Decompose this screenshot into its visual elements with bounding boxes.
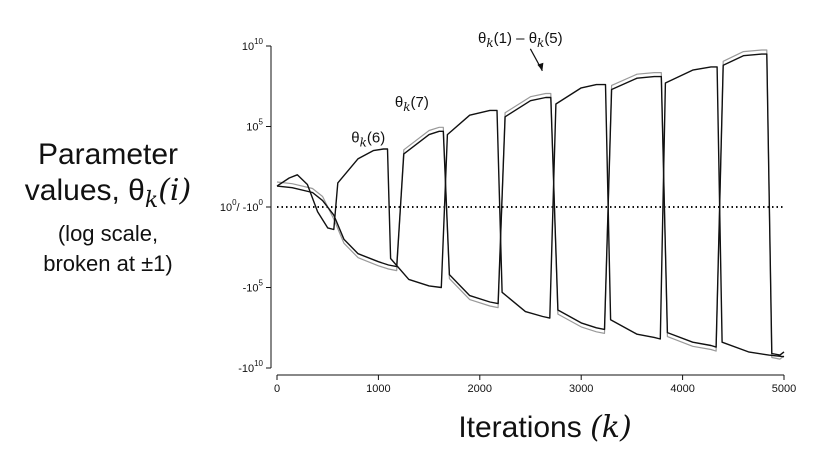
x-tick-label-0: 0	[274, 383, 280, 395]
annotation-0: θk(6)	[351, 130, 385, 150]
y-axis-label-subscript: k	[144, 188, 159, 213]
x-tick-label-2: 2000	[468, 383, 492, 395]
y-axis-label-line-2: values, θk(i)	[8, 173, 208, 219]
annotation-1: θk(7)	[395, 94, 429, 114]
y-tick-label-1: 105	[246, 118, 263, 134]
x-tick-label-4: 4000	[670, 383, 694, 395]
y-tick-label-4: -1010	[238, 359, 263, 375]
y-axis-label-index: (i)	[158, 173, 192, 208]
x-tick-label-5: 5000	[772, 383, 796, 395]
series-line-3	[276, 66, 785, 358]
y-axis-label-line-3: (log scale,	[57, 221, 159, 246]
y-axis-label-line-2-text: values,	[24, 174, 129, 207]
x-axis-label-variable: (k)	[590, 410, 632, 445]
y-axis-label-line-4: broken at ±1)	[43, 251, 173, 276]
annotation-layer: θk(6) θk(7) θk(1) – θk(5)	[351, 30, 562, 150]
y-axis-label-line-1: Parameter	[37, 138, 179, 171]
y-tick-label-0: 1010	[242, 37, 264, 53]
series-layer	[276, 49, 785, 360]
x-tick-label-1: 1000	[366, 383, 390, 395]
annotation-2: θk(1) – θk(5)	[478, 30, 563, 50]
y-tick-label-2: 100/ -100	[220, 198, 264, 214]
annotation-arrowhead	[537, 62, 544, 71]
x-axis-label: Iterations (k)	[430, 408, 660, 448]
axes-layer: 1010 105 100/ -100 -105 -1010 0 1000 2000 3000 40…	[220, 37, 796, 395]
y-axis-label: Parameter values, θk(i) (log scale, brok…	[8, 137, 208, 279]
series-line-1	[276, 53, 785, 356]
y-axis-label-theta: θ	[128, 174, 145, 207]
x-axis-label-text: Iterations	[458, 411, 591, 444]
y-tick-label-3: -105	[243, 279, 264, 295]
x-tick-label-3: 3000	[569, 383, 593, 395]
